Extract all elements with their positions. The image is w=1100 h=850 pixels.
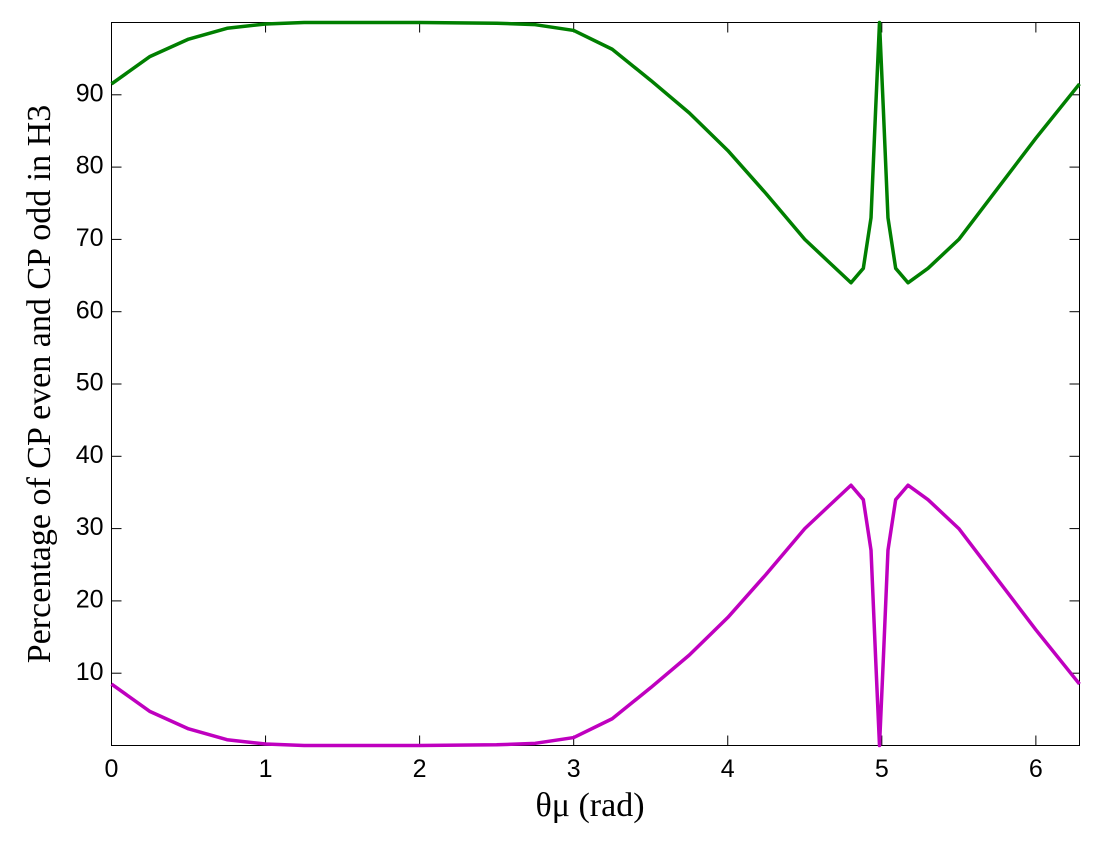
y-tick-label: 40 [76,441,104,469]
x-tick-label: 2 [413,755,427,783]
line-series [110,483,1081,748]
y-tick-label: 60 [76,296,104,324]
y-tick-label: 20 [76,586,104,614]
x-tick-label: 0 [105,755,119,783]
plot-frame [111,22,1080,746]
x-tick-label: 1 [259,755,273,783]
x-tick-label: 3 [567,755,581,783]
x-tick-label: 4 [721,755,735,783]
y-tick-label: 30 [76,513,104,541]
y-tick-label: 10 [76,658,104,686]
line-series [110,20,1081,285]
x-tick-label: 6 [1029,755,1043,783]
y-axis-label: Percentage of CP even and CP odd in H3 [21,105,58,663]
x-tick-label: 5 [875,755,889,783]
x-axis-label: θμ (rad) [535,787,644,824]
y-tick-label: 70 [76,224,104,252]
y-tick-label: 90 [76,79,104,107]
y-tick-label: 50 [76,369,104,397]
y-tick-label: 80 [76,152,104,180]
